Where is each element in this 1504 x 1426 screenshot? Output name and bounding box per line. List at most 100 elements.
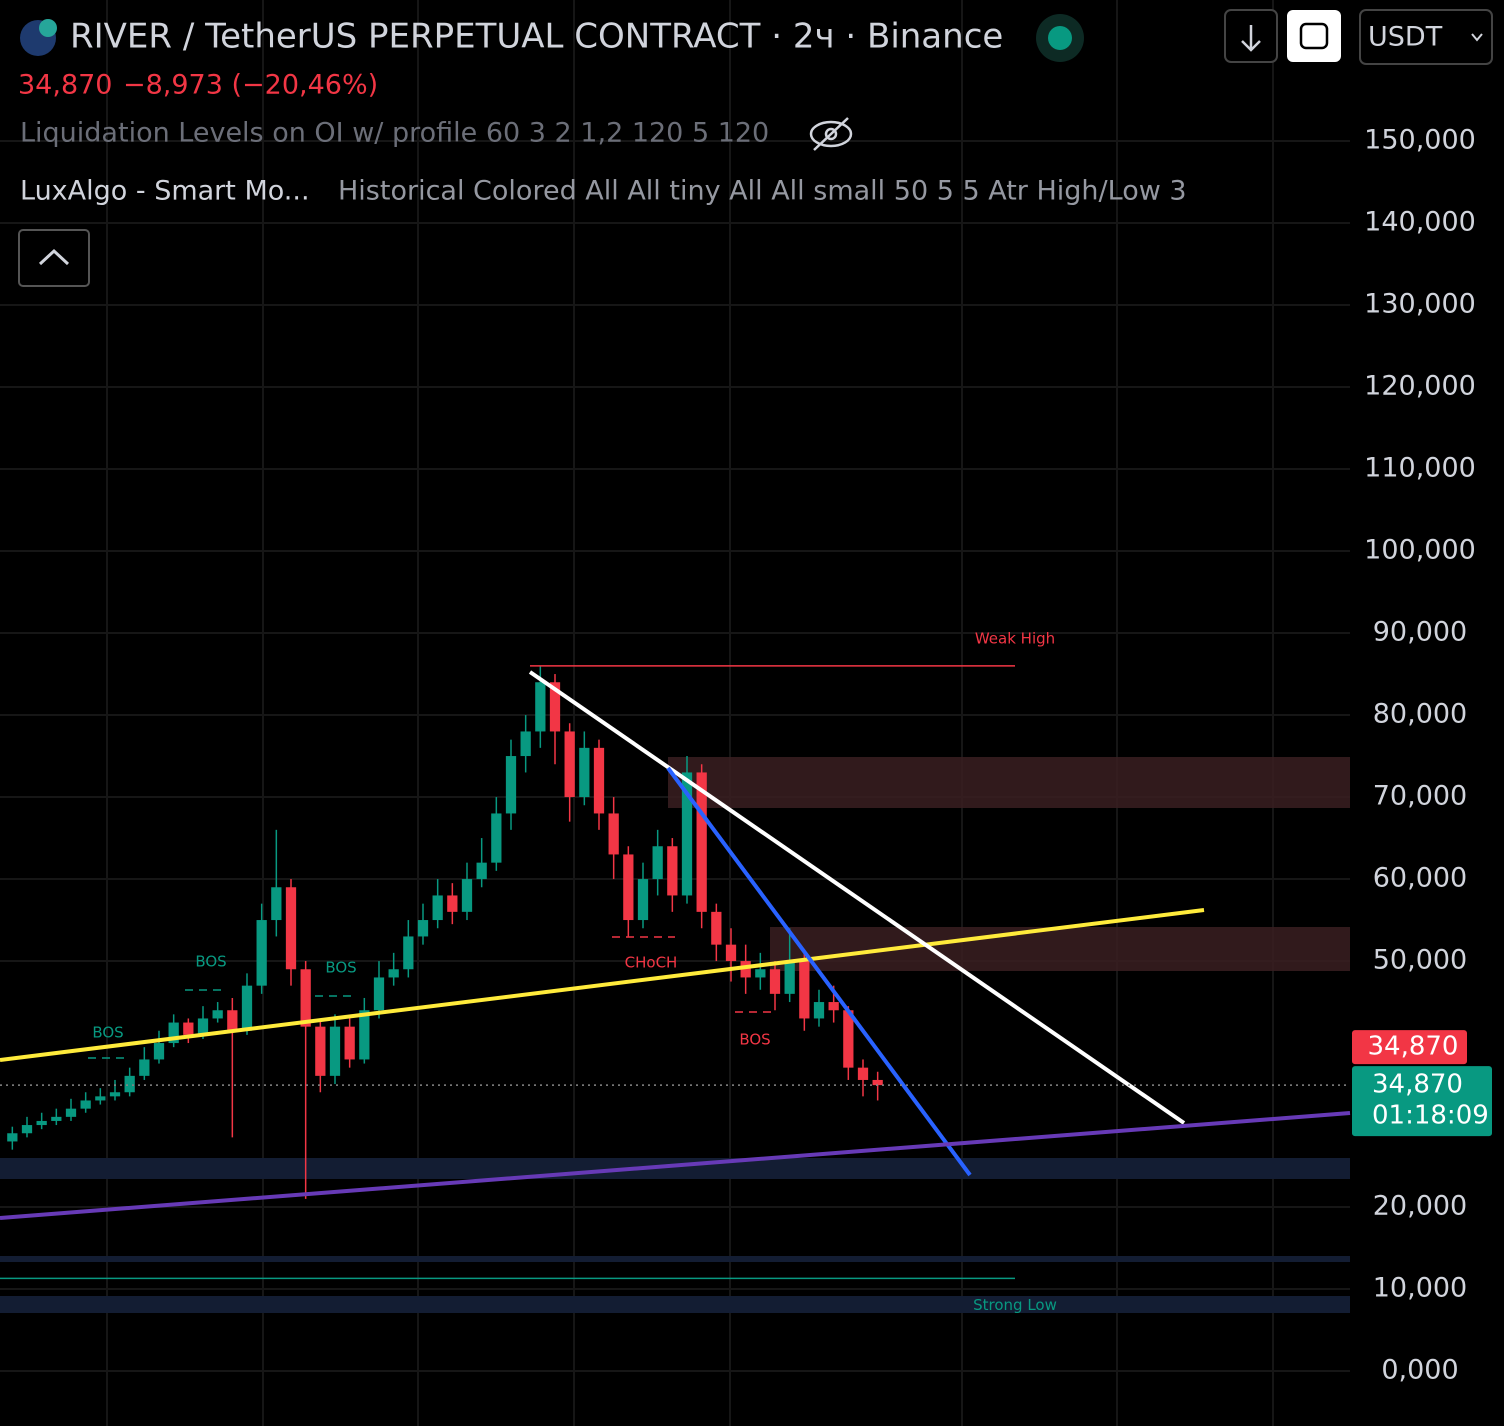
hidden-icon[interactable] xyxy=(809,117,853,151)
price-label-box xyxy=(1352,1066,1492,1137)
candle-body xyxy=(725,944,737,962)
candle-body xyxy=(300,969,311,1027)
supply-zone xyxy=(668,757,1350,808)
trend-line xyxy=(0,908,1205,1062)
bos-label: BOS xyxy=(739,1031,770,1049)
candle-body xyxy=(65,1108,77,1117)
candle-body xyxy=(652,846,663,880)
candle-body xyxy=(124,1075,135,1093)
candle-body xyxy=(388,969,399,978)
indicator-params: Historical Colored All All tiny All All … xyxy=(338,176,1187,207)
weak-high-label: Weak High xyxy=(975,629,1055,647)
strong-low-label: Strong Low xyxy=(973,1296,1057,1314)
candle-body xyxy=(447,895,458,912)
y-tick-label: 100,000 xyxy=(1364,535,1476,566)
indicator-label[interactable]: Liquidation Levels on OI w/ profile 60 3… xyxy=(20,118,769,149)
candle-body xyxy=(329,1026,341,1076)
symbol-icon xyxy=(39,19,57,37)
y-tick-label: 20,000 xyxy=(1373,1191,1467,1222)
candle-body xyxy=(637,879,649,921)
candle-body xyxy=(857,1067,869,1080)
y-tick-label: 130,000 xyxy=(1364,289,1476,320)
price-label: 34,870 xyxy=(1368,1032,1459,1062)
choch-label: CHoCH xyxy=(625,954,678,972)
candle-body xyxy=(403,936,414,970)
candle-body xyxy=(623,854,634,921)
status-indicator xyxy=(1048,26,1072,50)
price-label: 34,870 xyxy=(1372,1070,1463,1100)
price-change: −8,973 (−20,46%) xyxy=(123,70,378,101)
dropdown-icon xyxy=(1471,33,1483,42)
candle-body xyxy=(183,1022,194,1035)
currency-select[interactable] xyxy=(1359,9,1493,65)
bos-label: BOS xyxy=(325,959,356,977)
candle-body xyxy=(813,1002,825,1019)
candle-body xyxy=(667,846,678,896)
collapse-icon xyxy=(38,248,70,266)
trend-line xyxy=(0,1111,1351,1220)
y-tick-label: 120,000 xyxy=(1364,371,1476,402)
countdown-label: 01:18:09 xyxy=(1372,1101,1489,1131)
candle-body xyxy=(168,1022,179,1044)
candle-body xyxy=(7,1133,18,1142)
y-tick-label: 70,000 xyxy=(1373,781,1467,812)
candle-body xyxy=(505,756,517,814)
bos-label: BOS xyxy=(195,953,226,971)
candle-body xyxy=(476,862,487,880)
indicator-label[interactable]: LuxAlgo - Smart Mo... xyxy=(20,176,310,207)
trend-line xyxy=(666,766,972,1177)
levels-layer: Weak High Strong Low xyxy=(0,629,1350,1314)
trend-line xyxy=(528,670,1186,1125)
collapse-button[interactable] xyxy=(18,229,90,287)
fullscreen-button[interactable] xyxy=(1287,10,1341,62)
y-tick-label: 10,000 xyxy=(1373,1273,1467,1304)
candle-body xyxy=(241,985,253,1031)
y-tick-label: 50,000 xyxy=(1373,945,1467,976)
candle-body xyxy=(579,747,590,798)
y-tick-label: 110,000 xyxy=(1364,453,1476,484)
candle-body xyxy=(344,1026,355,1060)
candle-body xyxy=(139,1059,150,1076)
candle-body xyxy=(109,1092,121,1097)
candle-body xyxy=(799,961,810,1019)
candle-body xyxy=(21,1125,33,1134)
symbol-title[interactable]: RIVER / TetherUS PERPETUAL CONTRACT · 2ч… xyxy=(70,17,1003,57)
candle-body xyxy=(432,895,443,921)
demand-zone xyxy=(0,1296,1350,1313)
candle-body xyxy=(608,813,619,855)
y-tick-label: 140,000 xyxy=(1364,207,1476,238)
candle-body xyxy=(227,1010,238,1031)
demand-zone xyxy=(0,1256,1350,1262)
demand-zone xyxy=(0,1158,1350,1179)
candle-body xyxy=(755,969,766,978)
candle-body xyxy=(285,887,297,970)
candle-body xyxy=(564,731,575,798)
candle-body xyxy=(593,747,605,814)
candle-body xyxy=(535,682,546,732)
candle-body xyxy=(197,1018,209,1035)
supply-zone xyxy=(770,927,1350,971)
y-tick-label: 60,000 xyxy=(1373,863,1467,894)
candle-body xyxy=(315,1026,326,1076)
candle-body xyxy=(80,1100,91,1109)
y-tick-label: 150,000 xyxy=(1364,125,1476,156)
candle-body xyxy=(95,1096,106,1101)
candle-body xyxy=(212,1010,223,1019)
candle-body xyxy=(359,1010,370,1060)
price-axis: 150,000 140,000 130,000 120,000 110,000 100,0… xyxy=(1352,125,1492,1386)
candle-body xyxy=(51,1116,62,1121)
last-price: 34,870 xyxy=(18,70,112,101)
vertical-grid xyxy=(106,0,1274,1426)
bos-label: BOS xyxy=(92,1024,123,1042)
download-icon xyxy=(1241,25,1261,52)
candle-body xyxy=(417,920,429,937)
candle-body xyxy=(520,731,531,757)
price-label-box xyxy=(1352,1030,1467,1065)
candle-body xyxy=(373,977,385,1011)
candle-body xyxy=(696,772,707,912)
fullscreen-icon xyxy=(1299,22,1329,50)
candle-body xyxy=(256,920,267,986)
candle-body xyxy=(711,911,722,945)
candle-body xyxy=(549,682,561,732)
